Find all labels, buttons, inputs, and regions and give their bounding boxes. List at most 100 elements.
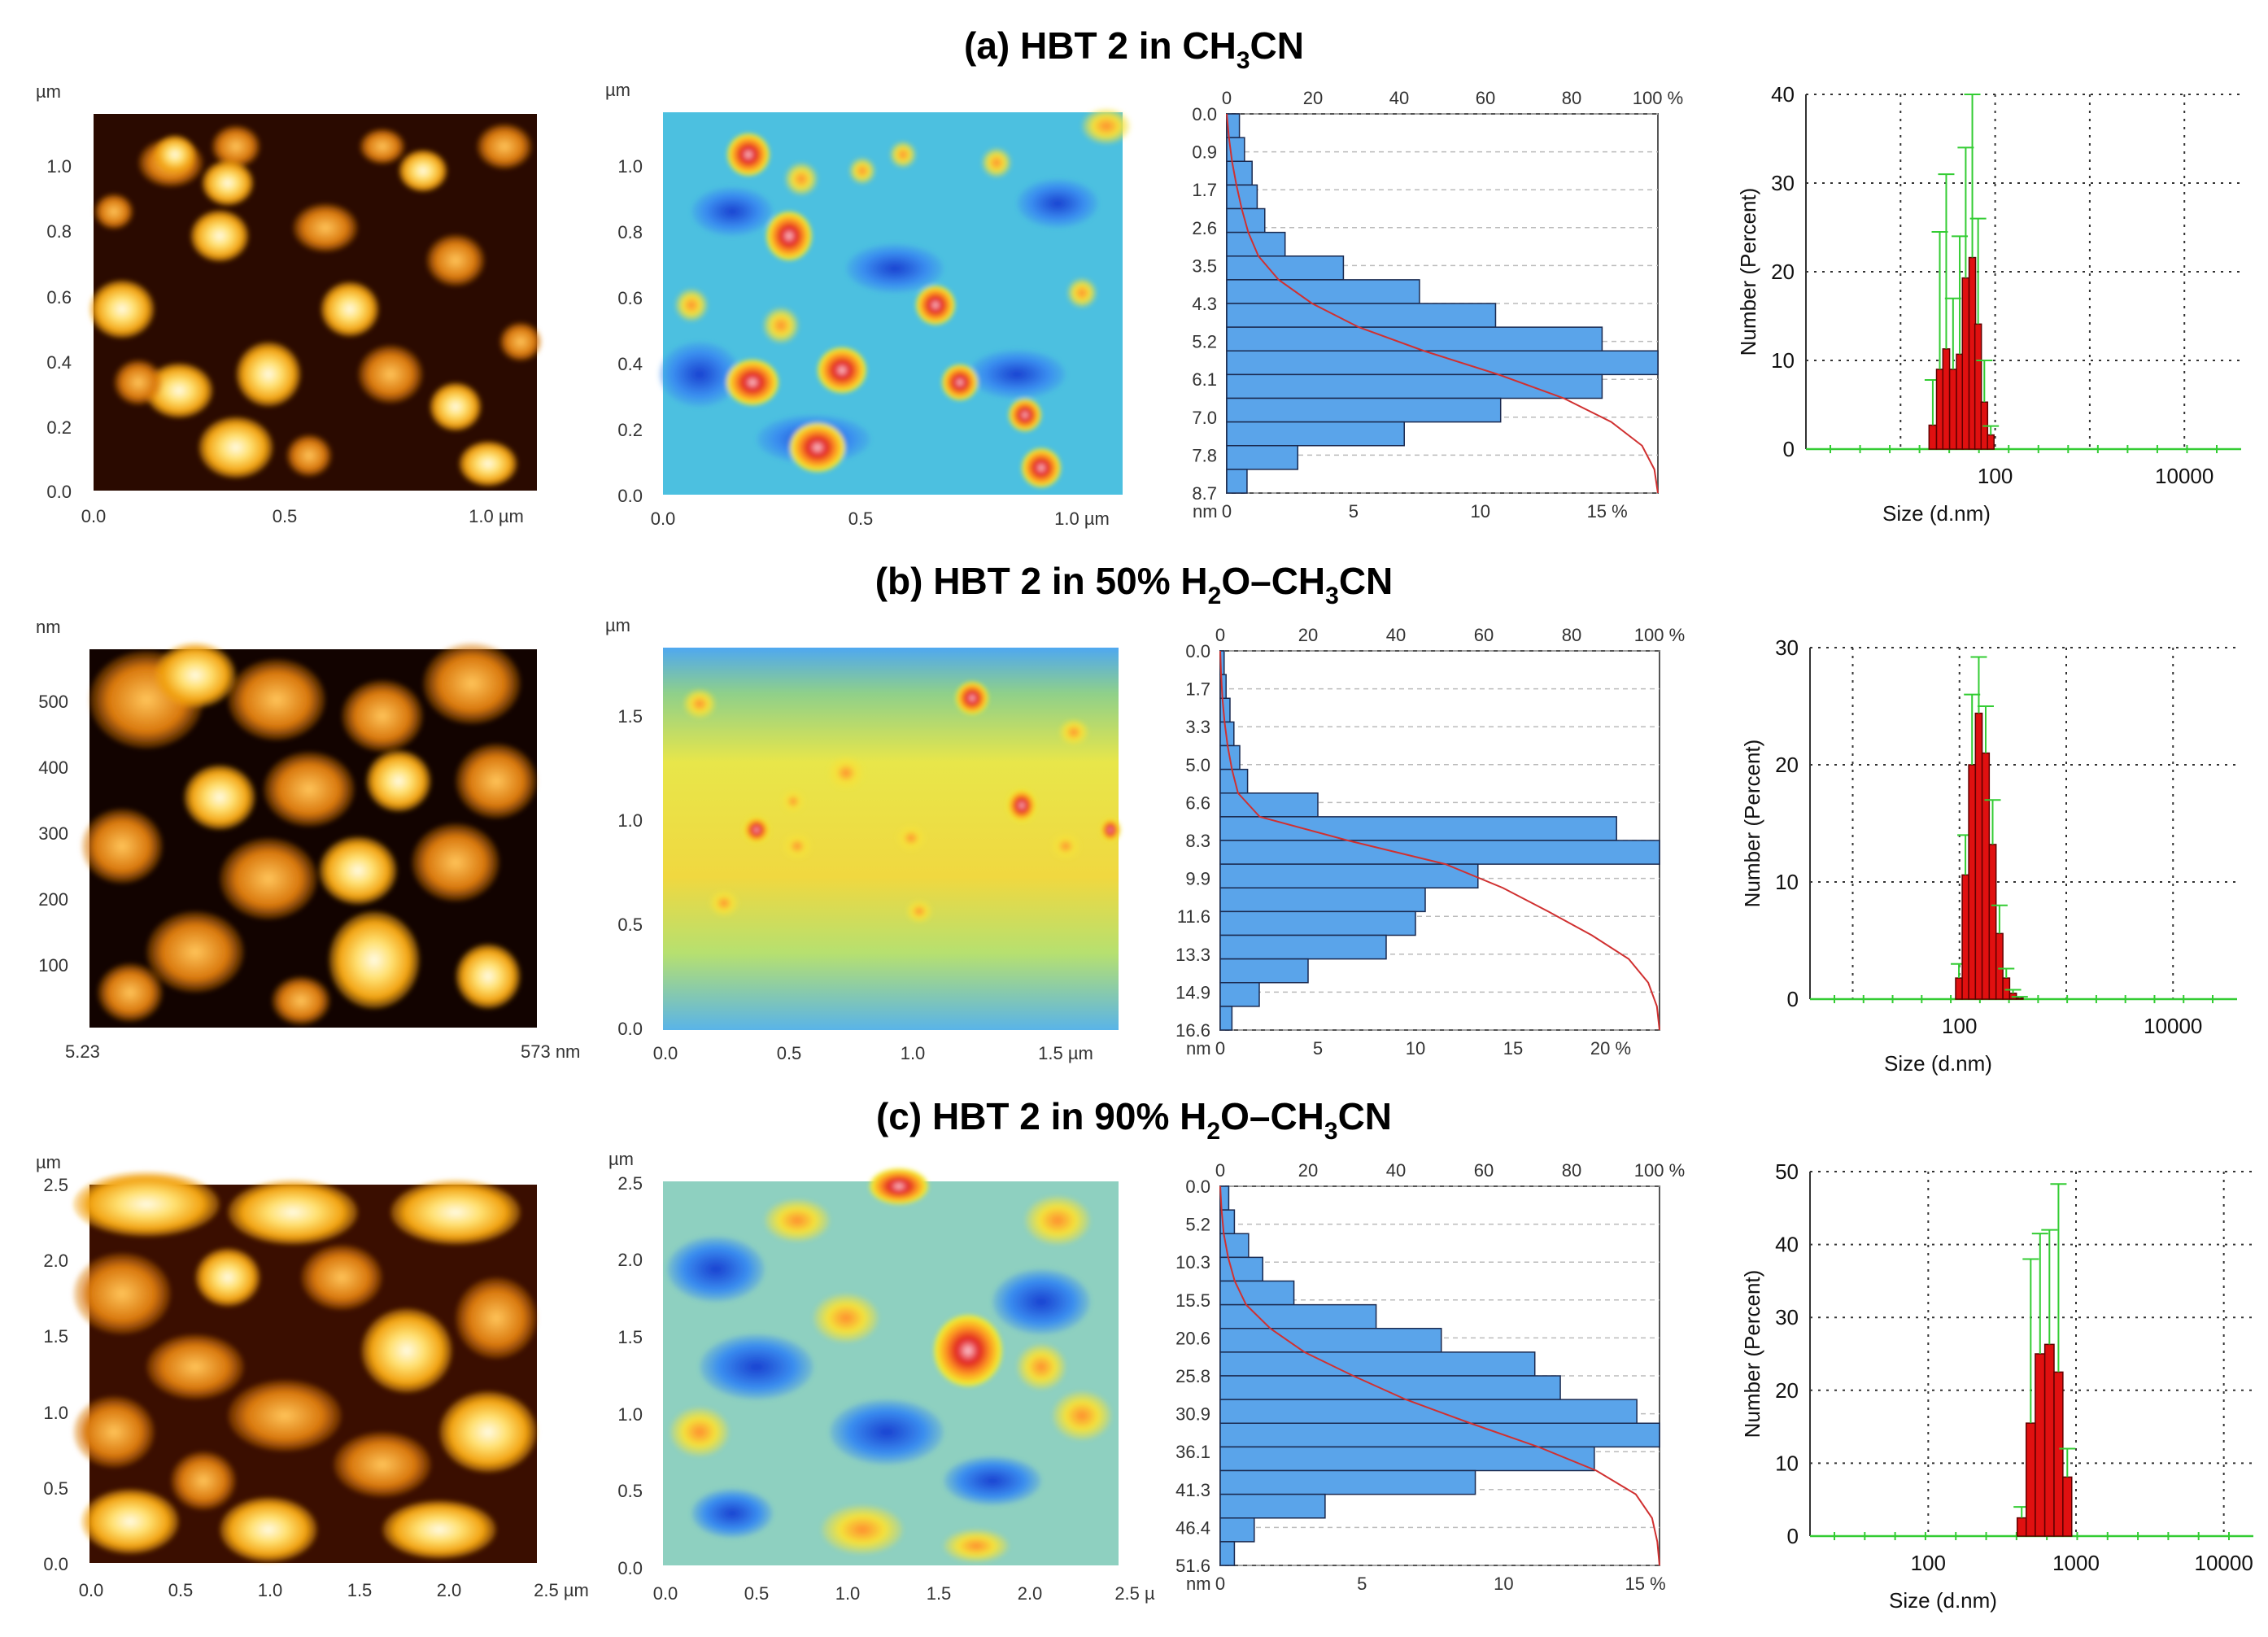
- afm-topography-a: µm 1.0 0.8: [36, 81, 542, 526]
- histogram-bar: [1219, 958, 1309, 984]
- dls-bar: [1987, 434, 1995, 450]
- cumulative-curve: [1226, 113, 1659, 494]
- panel-b-title: (b) HBT 2 in 50% H2O–CH3CN: [875, 560, 1394, 609]
- svg-text:0.0: 0.0: [651, 509, 676, 529]
- svg-text:0.6: 0.6: [617, 288, 643, 308]
- histogram-yunit: nm: [1193, 501, 1218, 522]
- histogram-ytick: 7.0: [1192, 408, 1217, 428]
- histogram-ytick: 8.7: [1192, 483, 1217, 504]
- afm-phase-b-unit: µm: [605, 615, 630, 635]
- dls-bar: [1968, 764, 1977, 1000]
- afm-phase-a-yticks: 1.0 0.8 0.6 0.4 0.2 0.0: [617, 156, 643, 506]
- histogram-xtick-top: 40: [1389, 88, 1409, 108]
- histogram-ytick: 1.7: [1192, 180, 1217, 200]
- dls-ytick: 0: [1787, 1524, 1799, 1548]
- histogram-xtick-top: 60: [1476, 88, 1495, 108]
- histogram-bar: [1219, 1375, 1561, 1400]
- histogram-ytick: 4.3: [1192, 294, 1217, 314]
- dls-chart-b: 0 10 20 30 100 10000 Size (d.nm) Number (Percen…: [1740, 635, 2237, 1076]
- histogram-xtick-top: 100 %: [1633, 88, 1683, 108]
- afm-top-b-yticks: 500 400 300 200 100: [38, 692, 68, 976]
- svg-text:0.8: 0.8: [46, 221, 72, 242]
- afm-phase-a-image: [663, 112, 1123, 495]
- histogram-bar: [1226, 303, 1497, 328]
- histogram-yunit: nm: [1186, 1574, 1211, 1594]
- histogram-xtick-bottom: 5: [1349, 501, 1359, 522]
- histogram-ytick: 9.9: [1185, 869, 1210, 889]
- dls-ytick: 0: [1783, 437, 1795, 461]
- histogram-xtick-top: 20: [1298, 1160, 1318, 1181]
- dls-ytick: 10: [1771, 348, 1795, 373]
- dls-xtick: 10000: [2144, 1014, 2202, 1038]
- cumulative-curve: [1219, 650, 1660, 1031]
- histogram-xtick-top: 60: [1474, 1160, 1494, 1181]
- svg-text:1.5: 1.5: [927, 1583, 952, 1604]
- histogram-ytick: 5.0: [1185, 755, 1210, 775]
- afm-top-c-grains: [73, 1172, 537, 1562]
- dls-bar: [2016, 1517, 2027, 1537]
- afm-topography-c: µm 2.5 2.0 1.5 1.0 0.5 0.: [36, 1152, 589, 1600]
- afm-phase-a-xticks: 0.0 0.5 1.0 µm: [651, 509, 1110, 529]
- histogram-yunit: nm: [1186, 1038, 1211, 1059]
- dls-xtick: 10000: [2195, 1551, 2253, 1575]
- afm-phase-c-xticks: 0.0 0.5 1.0 1.5 2.0 2.5 µ: [653, 1583, 1155, 1604]
- svg-text:0.0: 0.0: [653, 1583, 678, 1604]
- svg-text:0.5: 0.5: [168, 1580, 194, 1600]
- histogram-bar: [1219, 1280, 1295, 1306]
- svg-text:1.5: 1.5: [617, 706, 643, 727]
- histogram-xtick-bottom: 15 %: [1587, 501, 1628, 522]
- histogram-xtick-top: 100 %: [1634, 1160, 1685, 1181]
- afm-phase-b-xticks: 0.0 0.5 1.0 1.5 µm: [653, 1043, 1093, 1063]
- svg-text:1.5 µm: 1.5 µm: [1038, 1043, 1093, 1063]
- dls-xtick: 100: [1942, 1014, 1977, 1038]
- histogram-xtick-bottom: 20 %: [1590, 1038, 1631, 1059]
- histogram-ytick: 5.2: [1185, 1215, 1210, 1235]
- svg-text:1.0: 1.0: [835, 1583, 861, 1604]
- svg-text:0.4: 0.4: [617, 354, 643, 374]
- panel-a-title: (a) HBT 2 in CH3CN: [964, 24, 1304, 74]
- dls-xlabel: Size (d.nm): [1889, 1588, 1997, 1613]
- svg-text:0.5: 0.5: [617, 1481, 643, 1501]
- dls-bar: [1955, 977, 1963, 1000]
- histogram-ytick: 51.6: [1175, 1556, 1210, 1576]
- dls-bar: [1995, 932, 2004, 1000]
- svg-text:2.0: 2.0: [1018, 1583, 1043, 1604]
- afm-top-b-grains: [81, 643, 537, 1025]
- afm-top-a-grains: [89, 124, 542, 487]
- svg-text:573 nm: 573 nm: [521, 1041, 580, 1062]
- dls-bar: [1948, 369, 1957, 450]
- dls-ytick: 0: [1787, 987, 1799, 1011]
- dls-ytick: 20: [1775, 753, 1799, 777]
- dls-bar: [2025, 1422, 2036, 1537]
- svg-text:1.5: 1.5: [617, 1327, 643, 1347]
- svg-text:0.5: 0.5: [848, 509, 874, 529]
- histogram-bar: [1226, 469, 1248, 494]
- histogram-xtick-top: 40: [1386, 1160, 1406, 1181]
- dls-xtick: 10000: [2155, 464, 2213, 488]
- svg-text:2.5 µ: 2.5 µ: [1114, 1583, 1155, 1604]
- histogram-xtick-bottom: 15 %: [1625, 1574, 1666, 1594]
- dls-bar: [2015, 997, 2024, 1000]
- svg-text:0.0: 0.0: [653, 1043, 678, 1063]
- histogram-xtick-top: 80: [1562, 88, 1581, 108]
- height-histogram-c: 0.05.210.315.520.625.830.936.141.346.451…: [1175, 1160, 1685, 1594]
- svg-text:300: 300: [38, 823, 68, 844]
- histogram-bar: [1219, 863, 1479, 888]
- histogram-bar: [1219, 1422, 1660, 1448]
- histogram-bar: [1226, 445, 1299, 470]
- afm-phase-a-features: [659, 108, 1131, 487]
- dls-bar: [2053, 1371, 2064, 1537]
- histogram-xtick-top: 100 %: [1634, 625, 1685, 645]
- histogram-bar: [1219, 934, 1387, 960]
- dls-bar: [1974, 712, 1983, 1000]
- svg-text:1.0: 1.0: [617, 1404, 643, 1425]
- dls-bar: [1961, 277, 1970, 450]
- afm-top-a-unit: µm: [36, 81, 61, 102]
- histogram-ytick: 25.8: [1175, 1366, 1210, 1386]
- histogram-bar: [1219, 816, 1617, 841]
- svg-text:0.5: 0.5: [777, 1043, 802, 1063]
- histogram-ytick: 1.7: [1185, 679, 1210, 700]
- svg-text:1.0: 1.0: [617, 156, 643, 177]
- histogram-xtick-bottom: 15: [1503, 1038, 1523, 1059]
- histogram-bar: [1226, 279, 1420, 304]
